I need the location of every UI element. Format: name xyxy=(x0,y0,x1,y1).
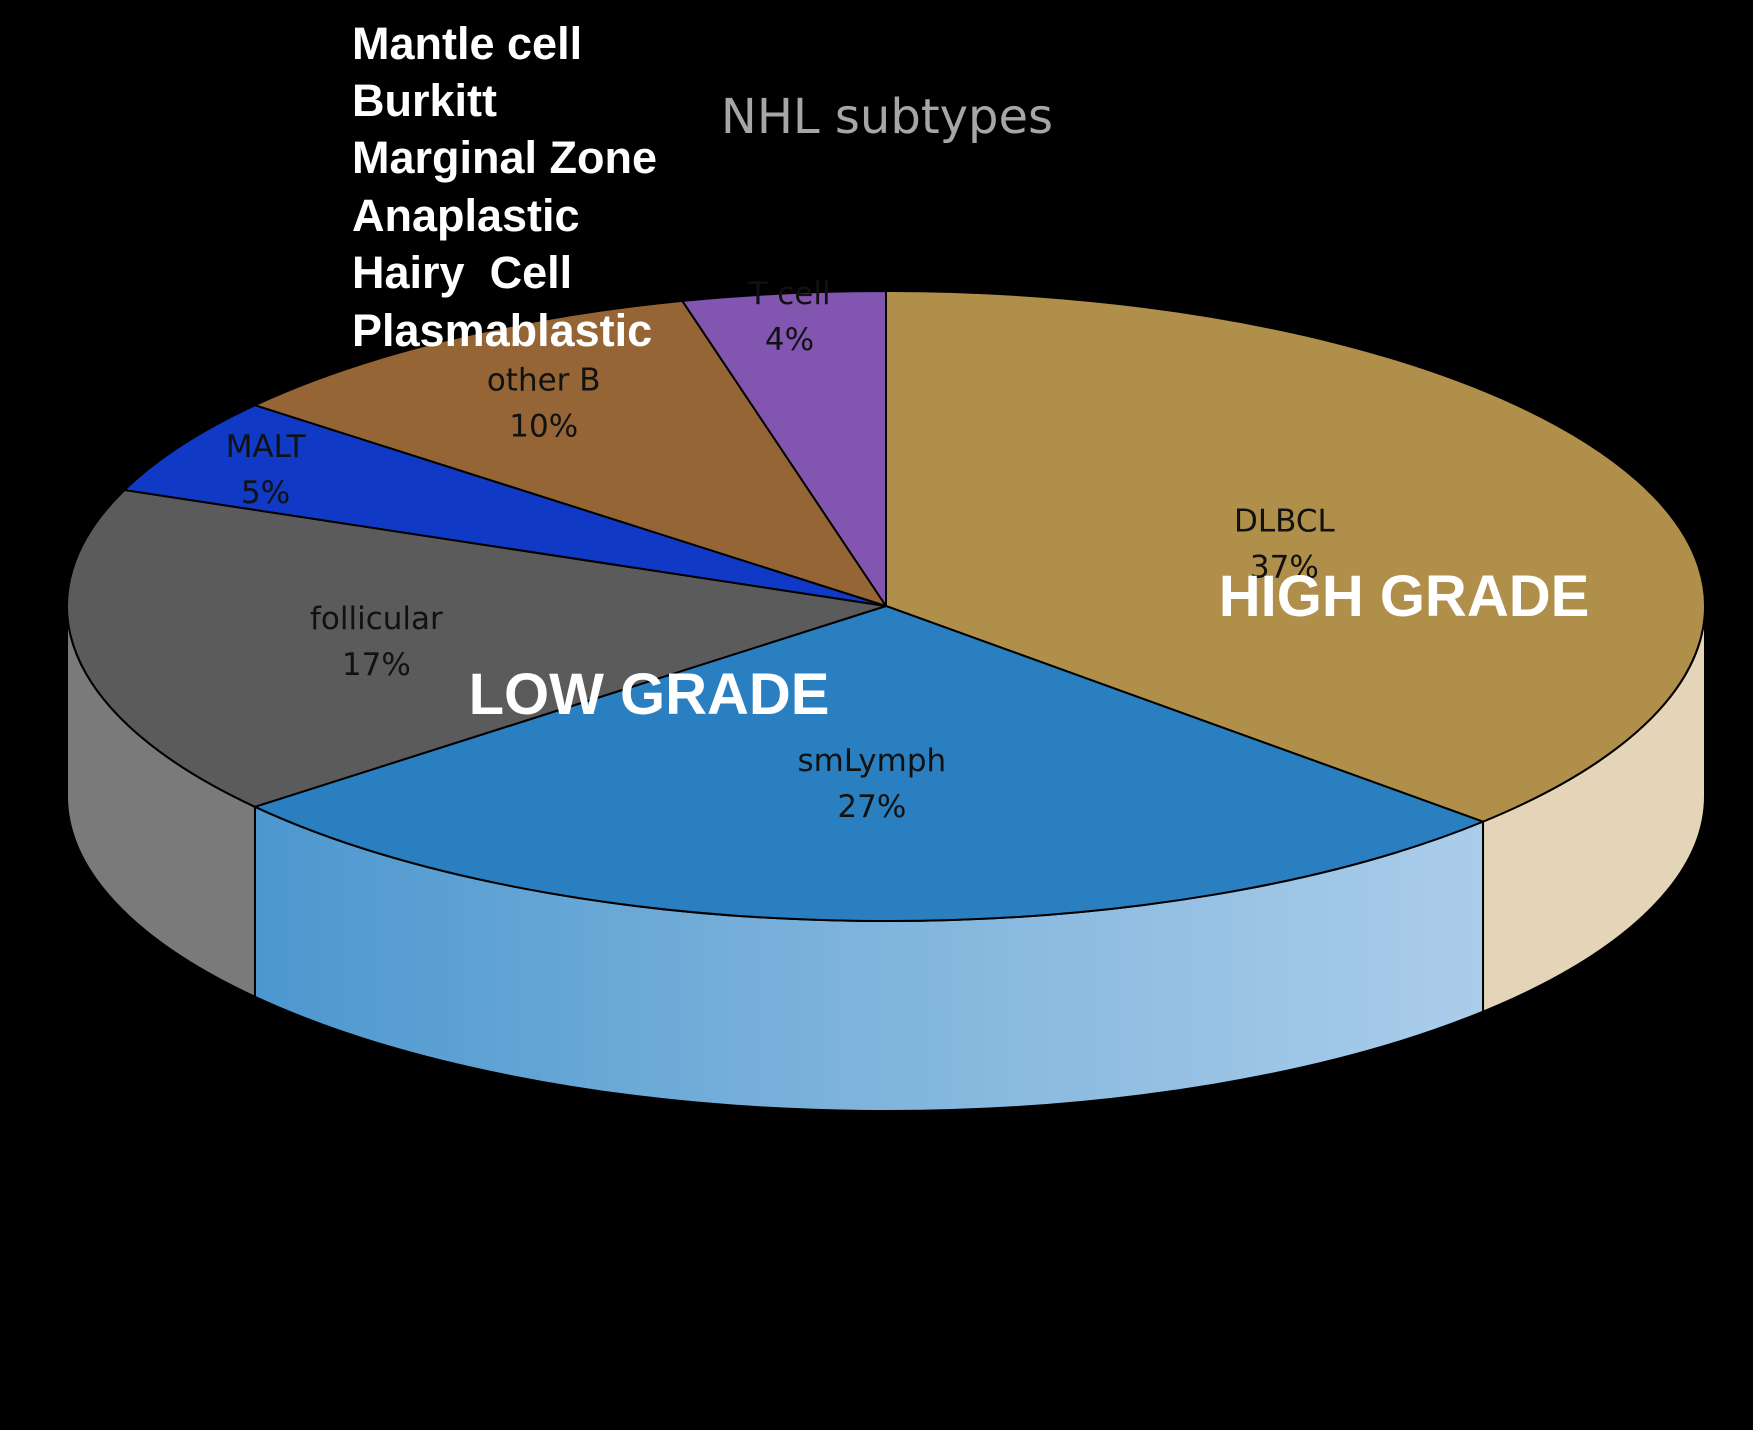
value-dlbcl: 37% xyxy=(1250,550,1319,586)
chart-title: NHL subtypes xyxy=(721,89,1053,145)
subtype-anaplastic: Anaplastic xyxy=(352,190,580,241)
slice-labels: DLBCL 37% smLymph 27% follicular 17% MALT 5% oth… xyxy=(226,276,1336,825)
label-dlbcl: DLBCL xyxy=(1234,504,1336,540)
slice-smlymph xyxy=(253,605,1485,922)
low-grade-label: LOW GRADE xyxy=(469,662,830,727)
slice-other-b xyxy=(253,299,887,607)
slice-malt xyxy=(123,404,887,607)
subtype-hairy-cell: Hairy Cell xyxy=(352,247,572,298)
subtype-marginal-zone: Marginal Zone xyxy=(352,132,657,183)
slice-follicular xyxy=(66,489,887,808)
slice-dlbcl xyxy=(885,290,1707,823)
label-t-cell: T cell xyxy=(747,276,830,312)
subtype-mantle-cell: Mantle cell xyxy=(352,18,582,69)
other-b-subtype-list: Mantle cell Burkitt Marginal Zone Anapla… xyxy=(352,18,657,356)
label-other-b: other B xyxy=(487,363,601,399)
value-t-cell: 4% xyxy=(765,322,814,358)
label-smlymph: smLymph xyxy=(798,743,947,779)
label-malt: MALT xyxy=(226,429,307,465)
value-malt: 5% xyxy=(241,475,290,511)
slice-t-cell xyxy=(681,290,887,607)
pie-slices xyxy=(66,290,1707,922)
subtype-plasmablastic: Plasmablastic xyxy=(352,305,652,356)
subtype-burkitt: Burkitt xyxy=(352,75,497,126)
value-other-b: 10% xyxy=(509,409,578,445)
high-grade-label: HIGH GRADE xyxy=(1219,564,1590,629)
label-follicular: follicular xyxy=(310,601,443,637)
value-follicular: 17% xyxy=(342,647,411,683)
pie-side-walls xyxy=(66,605,1706,1112)
value-smlymph: 27% xyxy=(837,789,906,825)
